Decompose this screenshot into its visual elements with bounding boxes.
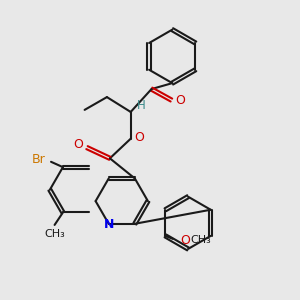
Text: CH₃: CH₃: [191, 236, 212, 245]
Text: O: O: [180, 234, 190, 247]
Text: H: H: [137, 99, 146, 112]
Text: N: N: [104, 218, 115, 231]
Text: CH₃: CH₃: [44, 229, 65, 239]
Text: O: O: [74, 138, 84, 151]
Text: O: O: [134, 131, 144, 144]
Text: O: O: [175, 94, 185, 106]
Text: Br: Br: [32, 153, 45, 166]
